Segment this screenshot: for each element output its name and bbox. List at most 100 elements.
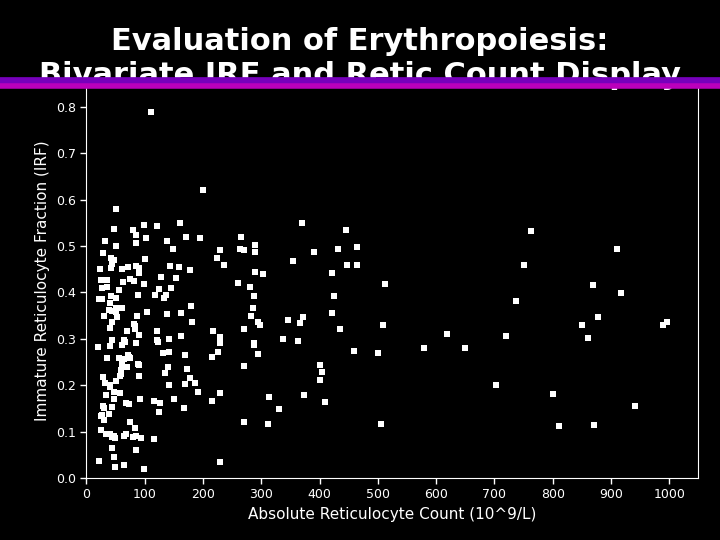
Point [114,372,126,381]
Point [113,286,125,294]
Point [297,313,309,322]
Point [184,373,196,382]
Point [518,260,529,269]
Point [553,421,564,430]
Point [101,283,112,292]
Point [104,299,115,308]
Point [122,263,133,272]
Point [179,404,190,413]
X-axis label: Absolute Reticulocyte Count (10^9/L): Absolute Reticulocyte Count (10^9/L) [248,507,536,522]
Point [194,234,206,242]
Point [379,280,390,288]
Point [629,402,641,410]
Point [593,313,604,321]
Point [99,379,110,387]
Point [117,360,128,368]
Point [129,424,140,433]
Point [274,404,285,413]
Point [128,277,140,286]
Point [121,362,132,371]
Point [122,351,134,360]
Point [132,361,144,369]
Point [96,426,107,434]
Point [109,463,121,471]
Point [117,341,128,350]
Point [115,370,127,379]
Point [377,321,388,329]
Point [156,272,167,281]
Point [92,343,104,352]
Point [238,361,250,370]
Point [104,342,116,350]
Point [133,372,145,381]
Point [179,380,191,388]
Point [148,435,160,444]
Point [192,387,204,396]
Point [127,226,139,234]
Point [104,382,115,391]
Point [189,379,201,388]
Point [161,237,173,245]
Point [328,292,340,301]
Point [615,289,626,298]
Point [235,245,246,254]
Point [117,278,129,286]
Point [212,254,223,262]
Point [662,318,673,326]
Point [207,327,219,335]
Point [153,284,165,293]
Point [238,418,250,427]
Point [101,430,112,438]
Point [134,394,145,403]
Point [133,330,145,339]
Point [248,292,260,301]
Point [130,261,142,270]
Point [334,325,346,333]
Point [308,247,320,256]
Point [130,446,142,455]
Point [215,389,226,397]
Point [161,291,172,299]
Point [162,310,174,319]
Point [588,421,599,429]
Point [139,255,150,264]
Point [95,411,107,420]
Point [96,248,108,257]
Point [247,303,258,312]
Point [138,464,150,473]
Point [170,273,181,282]
Point [132,312,143,320]
Point [104,430,116,438]
Point [94,265,106,273]
Point [138,221,149,230]
Point [248,339,260,348]
Point [106,403,117,411]
Point [294,319,306,327]
Point [510,296,521,305]
Point [314,375,325,384]
Point [351,260,363,269]
Point [657,321,669,329]
Point [121,327,132,335]
Point [459,344,471,353]
Point [153,338,164,346]
Point [252,349,264,358]
Point [326,268,338,277]
Point [181,364,193,373]
Y-axis label: Immature Reticulocyte Fraction (IRF): Immature Reticulocyte Fraction (IRF) [35,140,50,421]
Point [118,336,130,345]
Point [109,256,120,265]
Point [105,292,117,300]
Point [109,453,120,461]
Point [104,323,116,332]
Point [238,246,250,255]
Point [157,349,168,358]
Point [116,265,127,273]
Point [104,254,116,262]
Point [134,269,145,278]
Text: Evaluation of Erythropoiesis:
Bivariate IRF and Retic Count Display: Evaluation of Erythropoiesis: Bivariate … [39,27,681,90]
Point [99,237,111,245]
Point [235,233,247,241]
Point [180,351,192,360]
Point [163,334,175,343]
